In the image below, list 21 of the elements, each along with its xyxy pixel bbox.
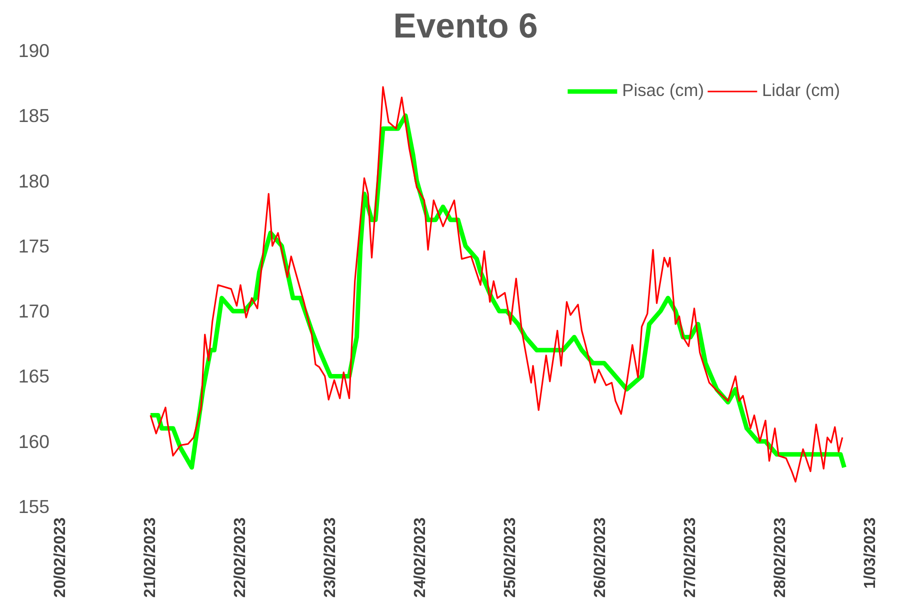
x-tick-label: 26/02/2023 (592, 517, 609, 598)
x-tick-label: 21/02/2023 (142, 517, 159, 598)
x-tick-label: 23/02/2023 (322, 517, 339, 598)
x-tick-label: 24/02/2023 (412, 517, 429, 598)
y-tick-label: 175 (18, 235, 50, 256)
x-tick-label: 1/03/2023 (862, 517, 879, 589)
x-tick-label: 25/02/2023 (502, 517, 519, 598)
y-tick-label: 170 (18, 300, 50, 322)
y-tick-label: 155 (18, 496, 50, 517)
x-tick-label: 22/02/2023 (232, 517, 249, 598)
y-tick-label: 190 (18, 40, 50, 61)
y-tick-label: 185 (18, 105, 50, 126)
y-tick-label: 160 (18, 430, 50, 452)
x-tick-label: 20/02/2023 (52, 517, 69, 598)
legend-label: Lidar (cm) (762, 80, 840, 101)
legend-label: Pisac (cm) (622, 80, 704, 101)
y-tick-label: 165 (18, 366, 50, 387)
y-tick-label: 180 (18, 170, 50, 192)
x-tick-label: 27/02/2023 (682, 517, 699, 598)
x-tick-label: 28/02/2023 (772, 517, 789, 598)
chart-title: Evento 6 (393, 8, 538, 46)
